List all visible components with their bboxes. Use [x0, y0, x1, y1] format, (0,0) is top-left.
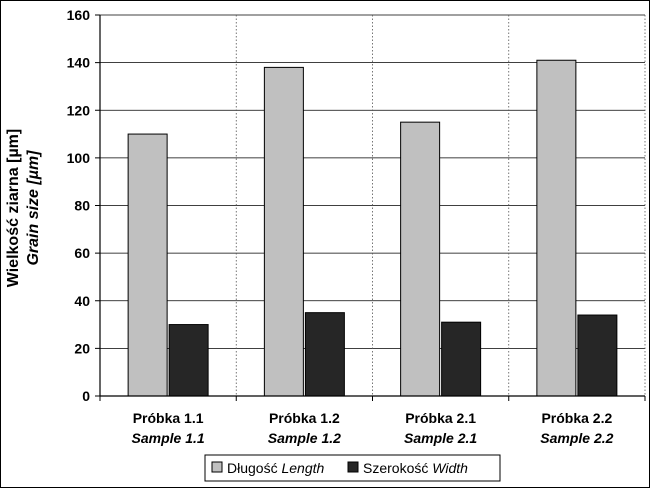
bar-length [127, 133, 168, 397]
legend-swatch [211, 461, 223, 473]
legend-label: Długość Length [227, 460, 325, 476]
y-axis-title-en: Grain size [µm] [25, 150, 42, 266]
category-label: Próbka 1.1 [133, 410, 204, 426]
y-tick-label: 120 [67, 102, 91, 118]
category-labels: Próbka 1.1 Sample 1.1 Próbka 1.2 Sample 1.2… [132, 410, 614, 446]
bar-length [536, 59, 577, 397]
legend: Długość Length Szerokość Width [204, 454, 501, 482]
category-label-en: Sample 1.1 [132, 430, 205, 446]
category-label: Próbka 2.2 [541, 410, 612, 426]
legend-swatch [347, 461, 359, 473]
bar-width [304, 312, 345, 397]
category-label: Próbka 1.2 [269, 410, 340, 426]
y-tick-label: 20 [74, 340, 90, 356]
category-label-en: Sample 2.1 [404, 430, 477, 446]
legend-label: Szerokość Width [363, 460, 468, 476]
y-tick-label: 140 [67, 55, 91, 71]
y-tick-labels: 0 20 40 60 80 100 120 140 160 [67, 7, 91, 404]
y-axis-title-pl: Wielkość ziarna [µm] [5, 129, 22, 287]
y-tick-label: 80 [74, 198, 90, 214]
category-label-en: Sample 1.2 [268, 430, 341, 446]
y-tick-label: 40 [74, 293, 90, 309]
y-axis-title: Wielkość ziarna [µm] Grain size [µm] [5, 129, 42, 287]
y-tick-label: 100 [67, 150, 91, 166]
bar-width [577, 314, 618, 397]
category-label: Próbka 2.1 [405, 410, 476, 426]
bar-length [263, 66, 304, 397]
bars [127, 59, 618, 397]
bar-width [441, 321, 482, 397]
y-tick-label: 60 [74, 245, 90, 261]
y-tick-label: 160 [67, 7, 91, 23]
axes [95, 14, 646, 401]
bar-length [400, 121, 441, 397]
category-label-en: Sample 2.2 [540, 430, 613, 446]
bar-width [168, 324, 209, 397]
y-tick-label: 0 [82, 388, 90, 404]
